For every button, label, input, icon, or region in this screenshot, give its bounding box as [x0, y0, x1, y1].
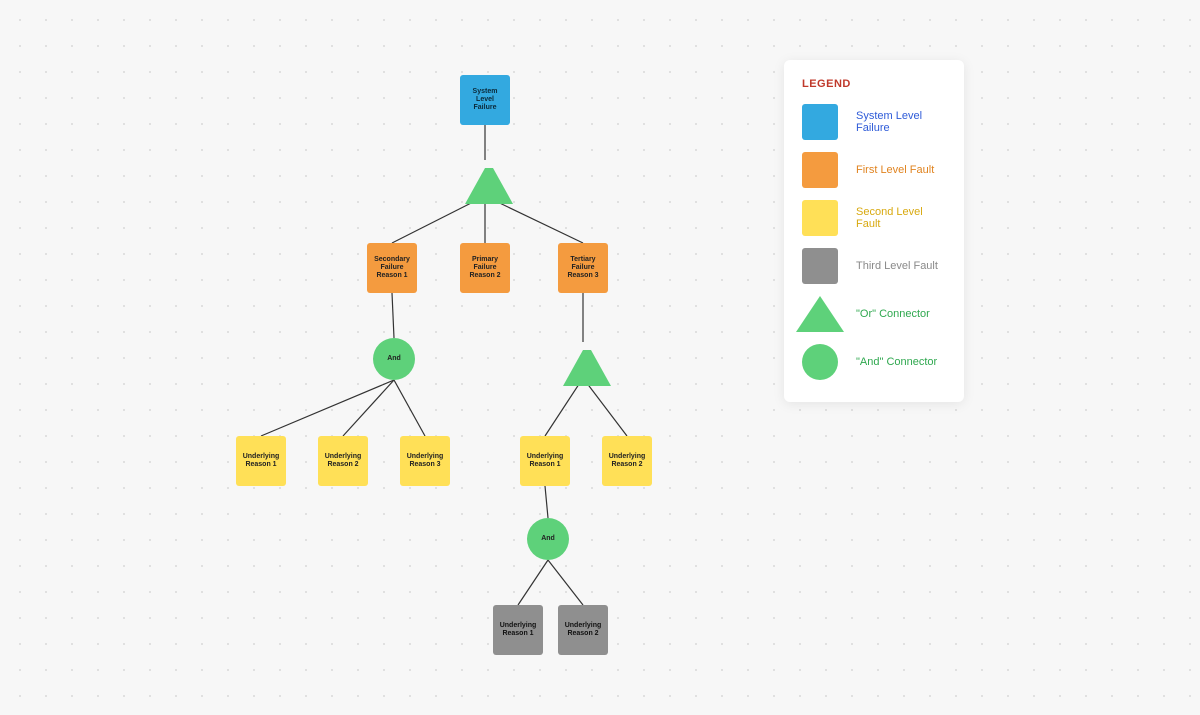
edge-and1-uA3	[394, 380, 425, 436]
node-root[interactable]: System Level Failure	[460, 75, 510, 125]
node-and1[interactable]: And	[373, 338, 415, 380]
legend-row-1: First Level Fault	[802, 152, 940, 188]
edge-or2-uC1	[545, 378, 583, 436]
legend-title: LEGEND	[802, 78, 940, 90]
legend-label: First Level Fault	[856, 164, 934, 176]
edge-and1-uA1	[261, 380, 394, 436]
edge-and1-uA2	[343, 380, 394, 436]
legend-swatch-square	[802, 104, 838, 140]
edge-or2-uC2	[583, 378, 627, 436]
node-tD1[interactable]: Underlying Reason 1	[493, 605, 543, 655]
node-uC2[interactable]: Underlying Reason 2	[602, 436, 652, 486]
node-fC[interactable]: Tertiary Failure Reason 3	[558, 243, 608, 293]
legend-swatch-square	[802, 152, 838, 188]
legend-label: "Or" Connector	[856, 308, 930, 320]
node-uC1[interactable]: Underlying Reason 1	[520, 436, 570, 486]
node-and2[interactable]: And	[527, 518, 569, 560]
legend-label: Second Level Fault	[856, 206, 940, 230]
edge-uC1-and2	[545, 486, 548, 518]
legend-row-3: Third Level Fault	[802, 248, 940, 284]
legend-label: Third Level Fault	[856, 260, 938, 272]
node-or2[interactable]	[563, 342, 611, 386]
node-uA2[interactable]: Underlying Reason 2	[318, 436, 368, 486]
node-or1[interactable]	[465, 160, 513, 204]
legend-swatch-triangle	[796, 296, 844, 332]
node-uA1[interactable]: Underlying Reason 1	[236, 436, 286, 486]
node-uA3[interactable]: Underlying Reason 3	[400, 436, 450, 486]
legend-label: System Level Failure	[856, 110, 940, 134]
legend-swatch-circle	[802, 344, 838, 380]
legend-row-2: Second Level Fault	[802, 200, 940, 236]
diagram-canvas: System Level FailureOrSecondary Failure …	[0, 0, 1200, 715]
edge-and2-tD1	[518, 560, 548, 605]
node-fA[interactable]: Secondary Failure Reason 1	[367, 243, 417, 293]
node-fB[interactable]: Primary Failure Reason 2	[460, 243, 510, 293]
legend-swatch-square	[802, 248, 838, 284]
legend-row-0: System Level Failure	[802, 104, 940, 140]
edge-and2-tD2	[548, 560, 583, 605]
legend-label: "And" Connector	[856, 356, 937, 368]
legend-swatch-square	[802, 200, 838, 236]
edge-fA-and1	[392, 293, 394, 338]
legend-row-5: "And" Connector	[802, 344, 940, 380]
node-tD2[interactable]: Underlying Reason 2	[558, 605, 608, 655]
legend-panel: LEGEND System Level Failure First Level F…	[784, 60, 964, 402]
legend-row-4: "Or" Connector	[802, 296, 940, 332]
